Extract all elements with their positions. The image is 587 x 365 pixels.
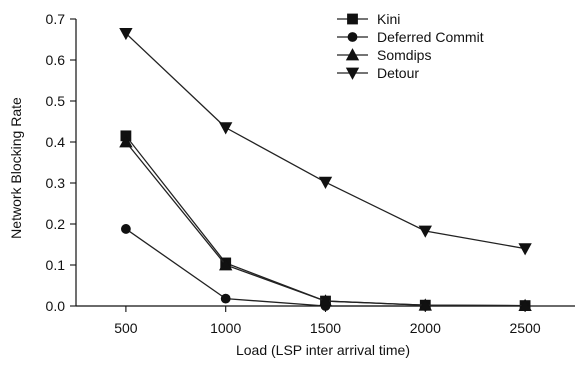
data-point	[219, 122, 233, 135]
legend-marker	[345, 48, 360, 61]
y-tick-label: 0.3	[46, 175, 66, 191]
y-axis-title: Network Blocking Rate	[8, 97, 24, 239]
data-point	[318, 294, 333, 307]
legend-label: Somdips	[377, 47, 431, 63]
y-tick-label: 0.2	[46, 216, 66, 232]
x-tick-label: 2500	[510, 320, 541, 336]
x-tick-label: 500	[114, 320, 138, 336]
series-somdips	[119, 135, 532, 311]
x-tick-label: 1500	[310, 320, 341, 336]
data-point	[119, 27, 133, 41]
legend: Kini Deferred Commit Somdips Detour	[337, 11, 484, 81]
y-tick-label: 0.4	[46, 134, 66, 150]
legend-entry: Deferred Commit	[337, 29, 484, 45]
data-point	[119, 135, 133, 148]
series-kini	[120, 130, 531, 311]
legend-marker	[345, 67, 360, 80]
legend-label: Deferred Commit	[377, 29, 484, 45]
legend-label: Kini	[377, 11, 400, 27]
data-point	[219, 258, 233, 271]
legend-entry: Kini	[337, 11, 400, 27]
data-point	[220, 293, 231, 304]
legend-marker	[347, 32, 358, 42]
legend-entry: Somdips	[337, 47, 431, 63]
legend-label: Detour	[377, 65, 419, 81]
legend-marker	[347, 13, 358, 25]
y-tick-label: 0.0	[46, 298, 66, 314]
series-layer	[119, 27, 532, 311]
series-line	[125, 135, 526, 307]
y-tick-label: 0.5	[46, 93, 66, 109]
data-point	[418, 298, 432, 311]
axes: 0.0 0.1 0.2 0.3 0.4 0.5 0.6 0.7 500 1000 1500 2000 2…	[46, 11, 575, 336]
data-point	[418, 225, 432, 238]
data-point	[518, 298, 532, 311]
series-detour	[119, 27, 532, 256]
data-point	[121, 224, 131, 234]
y-tick-label: 0.7	[46, 11, 66, 27]
y-tick-label: 0.6	[46, 52, 66, 68]
legend-entry: Detour	[337, 65, 419, 81]
data-point	[518, 243, 532, 256]
x-axis-title: Load (LSP inter arrival time)	[236, 342, 410, 358]
y-tick-label: 0.1	[46, 257, 66, 273]
x-tick-label: 2000	[410, 320, 441, 336]
series-line	[125, 141, 526, 307]
data-point	[318, 176, 333, 190]
x-tick-label: 1000	[210, 320, 241, 336]
